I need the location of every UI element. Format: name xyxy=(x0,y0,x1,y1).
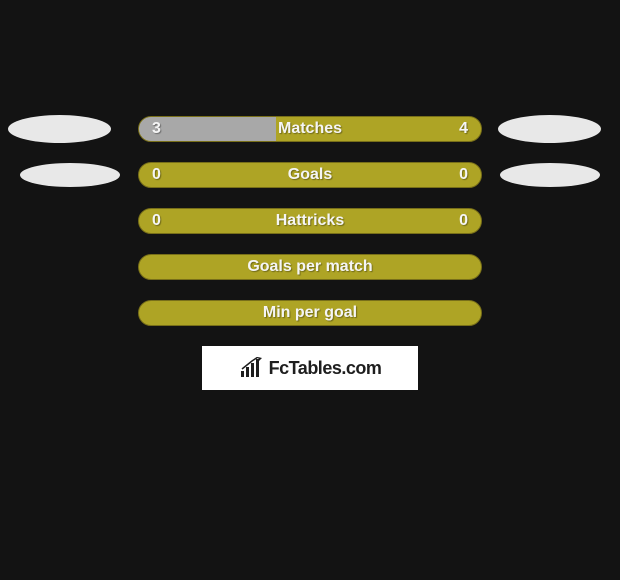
metric-row: Goals per match xyxy=(0,254,620,280)
metric-row: 34Matches xyxy=(0,116,620,142)
bar-track xyxy=(138,254,482,280)
value-right: 0 xyxy=(459,208,468,234)
value-left: 0 xyxy=(152,208,161,234)
bar-track xyxy=(138,300,482,326)
player-badge-left xyxy=(8,115,111,143)
value-right: 0 xyxy=(459,162,468,188)
brand-chart-icon xyxy=(239,357,265,379)
value-right: 4 xyxy=(459,116,468,142)
brand-box: FcTables.com xyxy=(202,346,418,390)
bar-track xyxy=(138,208,482,234)
bar-track xyxy=(138,116,482,142)
metric-row: 00Goals xyxy=(0,162,620,188)
background xyxy=(0,0,620,580)
metric-row: Min per goal xyxy=(0,300,620,326)
value-left: 3 xyxy=(152,116,161,142)
bar-track xyxy=(138,162,482,188)
player-badge-right xyxy=(500,163,600,187)
player-badge-left xyxy=(20,163,120,187)
value-left: 0 xyxy=(152,162,161,188)
metric-row: 00Hattricks xyxy=(0,208,620,234)
brand-text: FcTables.com xyxy=(269,358,382,379)
player-badge-right xyxy=(498,115,601,143)
